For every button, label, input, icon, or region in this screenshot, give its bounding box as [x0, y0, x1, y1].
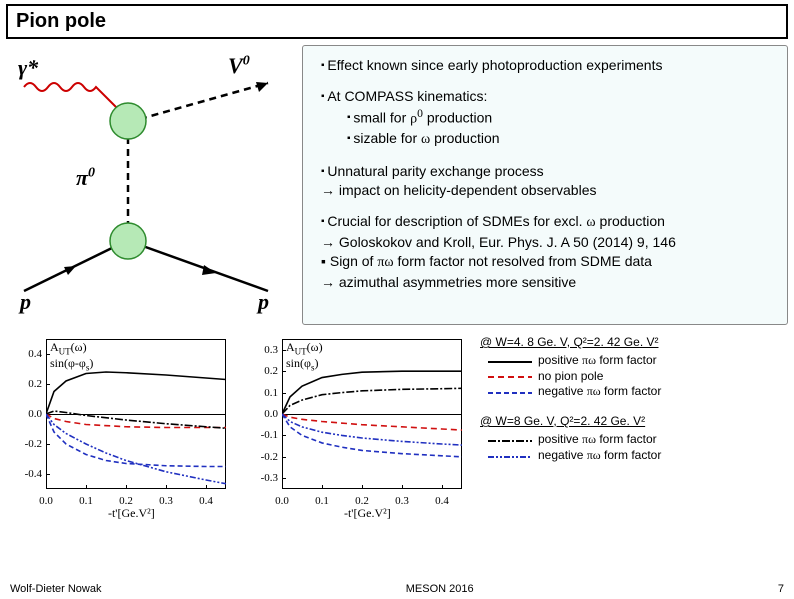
bullets-panel: Effect known since early photoproduction…: [302, 45, 788, 325]
label-p-in: p: [20, 289, 31, 315]
legend-1b: no pion pole: [488, 369, 788, 383]
feynman-svg: [6, 45, 296, 325]
footer: Wolf-Dieter Nowak MESON 2016 7: [10, 583, 784, 595]
legend-2b: negative πω form factor: [488, 448, 788, 463]
bullet-4: Crucial for description of SDMEs for exc…: [321, 212, 773, 292]
label-v0: V0: [228, 53, 250, 79]
plots-row: 0.40.20.0-0.2-0.40.00.10.20.30.4AUT(ω)si…: [6, 329, 788, 519]
footer-conference: MESON 2016: [406, 583, 474, 595]
legend-1c: negative πω form factor: [488, 384, 788, 399]
label-p-out: p: [258, 289, 269, 315]
plot-left: 0.40.20.0-0.2-0.40.00.10.20.30.4AUT(ω)si…: [6, 329, 238, 519]
bullet-2a: small for ρ0 production: [347, 106, 773, 130]
annot-header-1: @ W=4. 8 Ge. V, Q²=2. 42 Ge. V²: [480, 335, 788, 349]
bullet-1: Effect known since early photoproduction…: [321, 56, 773, 75]
slide-title: Pion pole: [6, 4, 788, 39]
annot-header-2: @ W=8 Ge. V, Q²=2. 42 Ge. V²: [480, 414, 788, 428]
label-gamma: γ*: [18, 55, 38, 81]
legend-2a: positive πω form factor: [488, 432, 788, 447]
footer-page: 7: [778, 583, 784, 595]
legend-1a: positive πω form factor: [488, 353, 788, 368]
label-pi0: π0: [76, 165, 95, 191]
bullet-2b: sizable for ω production: [347, 129, 773, 150]
legend-column: @ W=4. 8 Ge. V, Q²=2. 42 Ge. V² positive…: [478, 329, 788, 519]
bullet-3: Unnatural parity exchange process → impa…: [321, 162, 773, 200]
bullet-2: At COMPASS kinematics: small for ρ0 prod…: [321, 87, 773, 150]
footer-author: Wolf-Dieter Nowak: [10, 583, 102, 595]
upper-row: γ* V0 π0 p p Effect known since early ph…: [6, 45, 788, 325]
feynman-diagram: γ* V0 π0 p p: [6, 45, 296, 325]
plot-right: 0.30.20.10.0-0.1-0.2-0.30.00.10.20.30.4A…: [242, 329, 474, 519]
